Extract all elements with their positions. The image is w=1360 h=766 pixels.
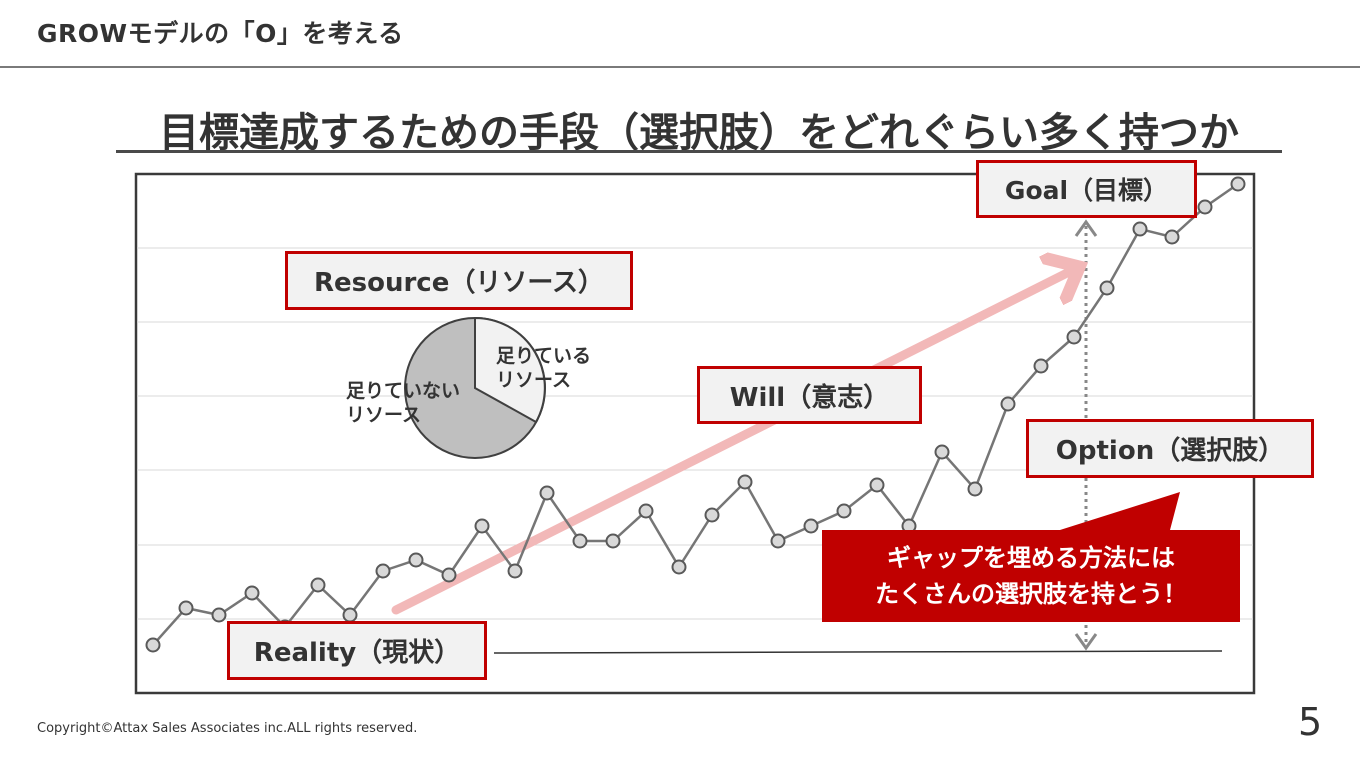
pie-label-insufficient-1: 足りていない [346, 380, 460, 402]
pie-label-sufficient-2: リソース [496, 369, 571, 391]
resource-pie: 足りている リソース 足りていない リソース [346, 316, 598, 459]
goal-label: Goal（目標） [976, 160, 1197, 218]
pie-label-insufficient-2: リソース [346, 404, 421, 426]
pie-slice-sufficient [474, 316, 546, 424]
callout-line-2: たくさんの選択肢を持とう！ [875, 580, 1187, 608]
svg-text:足りていない リソース: 足りていない リソース [346, 380, 467, 426]
resource-label: Resource（リソース） [285, 251, 633, 310]
reality-label: Reality（現状） [227, 621, 487, 680]
will-arrow [391, 268, 1077, 615]
header-title: GROWモデルの「O」を考える [37, 19, 404, 48]
callout-bubble [822, 492, 1240, 622]
copyright-footer: Copyright©Attax Sales Associates inc.ALL… [37, 721, 418, 736]
callout-line-1: ギャップを埋める方法には [887, 544, 1175, 572]
reality-baseline [493, 650, 1223, 654]
svg-text:足りている リソース: 足りている リソース [496, 345, 598, 391]
progress-line [152, 182, 1239, 646]
pie-label-sufficient-1: 足りている [496, 345, 591, 367]
callout-text: ギャップを埋める方法には たくさんの選択肢を持とう！ [822, 530, 1240, 622]
header-divider [0, 66, 1360, 68]
will-label: Will（意志） [697, 366, 922, 424]
option-label: Option（選択肢） [1026, 419, 1314, 478]
gap-arrow [1074, 219, 1098, 651]
main-title-underline [116, 150, 1282, 153]
main-title: 目標達成するための手段（選択肢）をどれぐらい多く持つか [159, 110, 1239, 156]
progress-markers [145, 176, 1246, 653]
page-number: 5 [1298, 700, 1323, 744]
